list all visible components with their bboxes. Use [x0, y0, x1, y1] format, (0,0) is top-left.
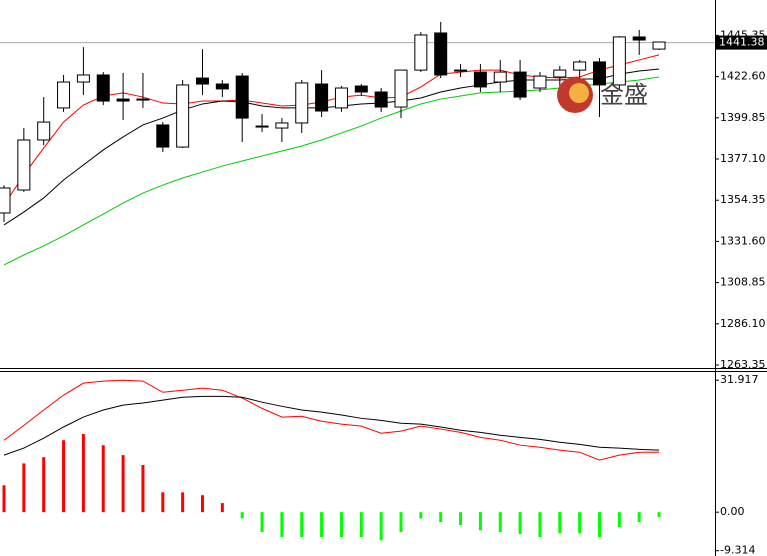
candle-body: [37, 121, 51, 141]
histogram-bar: [280, 512, 284, 537]
histogram-bar: [42, 457, 46, 513]
candle-body: [76, 74, 90, 83]
candle-body: [275, 122, 289, 129]
candle-body: [196, 77, 209, 85]
candle-body: [255, 125, 269, 128]
y-tick-label: 1263.35: [720, 358, 766, 371]
candle-body: [652, 41, 666, 50]
ma-line: [3, 395, 660, 456]
candle-body: [96, 74, 110, 102]
logo: [569, 83, 589, 103]
candle-body: [473, 71, 487, 88]
candle-body: [17, 139, 31, 191]
candle-body: [612, 36, 626, 86]
candle-body: [533, 75, 547, 89]
ma-line: [3, 68, 660, 226]
histogram-bar: [498, 512, 502, 533]
histogram-bar: [459, 512, 463, 525]
histogram-bar: [598, 512, 601, 537]
histogram-bar: [379, 512, 383, 541]
candle-body: [454, 69, 468, 72]
y-tick-label: 1422.60: [720, 70, 766, 83]
histogram-bar: [399, 512, 403, 533]
watermark: 金盛: [557, 77, 648, 113]
histogram-bar: [339, 512, 343, 537]
histogram-bar: [359, 512, 363, 537]
y-tick-label: 31.917: [720, 373, 759, 386]
histogram-bar: [161, 492, 165, 513]
candle-body: [176, 84, 190, 148]
histogram-bar: [538, 512, 542, 537]
y-tick-label: 1377.10: [720, 152, 766, 165]
candle-body: [573, 61, 587, 71]
candle-body: [354, 85, 368, 93]
ma-line: [3, 379, 660, 461]
watermark-text: 金盛: [600, 81, 648, 109]
y-tick-label: 1399.85: [720, 111, 766, 124]
ma-line: [3, 76, 660, 266]
histogram-bar: [518, 512, 522, 535]
candle-body: [434, 32, 448, 76]
price-label-box: [716, 35, 767, 50]
histogram-bar: [478, 512, 482, 531]
histogram-bar: [558, 512, 562, 534]
y-tick-label: 1308.85: [720, 276, 766, 289]
histogram-bar: [617, 512, 621, 528]
candle-body: [374, 91, 388, 108]
histogram-bar: [657, 512, 661, 518]
histogram-bar: [101, 445, 105, 513]
y-tick-label: 1354.35: [720, 193, 766, 206]
histogram-bar: [240, 512, 244, 519]
candle-body: [394, 69, 408, 108]
histogram-bar: [260, 512, 264, 533]
y-tick-label: 1331.60: [720, 234, 766, 247]
candle-body: [334, 87, 348, 109]
histogram-bar: [320, 512, 324, 537]
histogram-bar: [300, 512, 304, 537]
histogram-bar: [22, 463, 26, 513]
candle-body: [315, 83, 329, 112]
histogram-bar: [141, 465, 145, 513]
candle-body: [513, 71, 527, 98]
price-label: 1441.38: [719, 36, 765, 49]
candle-body: [57, 81, 71, 109]
histogram-bar: [637, 512, 641, 523]
candle-body: [553, 69, 567, 78]
histogram-bar: [578, 512, 582, 534]
candle-body: [156, 124, 170, 148]
candle-body: [632, 36, 646, 41]
candle-body: [215, 83, 229, 90]
candle-body: [0, 187, 11, 214]
candle-body: [295, 82, 309, 124]
candle-body: [136, 98, 150, 101]
histogram-bar: [439, 512, 443, 523]
candle-body: [593, 61, 606, 86]
y-tick-label: 0.00: [720, 505, 745, 518]
candle-body: [116, 98, 130, 102]
ma-line: [3, 54, 660, 206]
histogram-bar: [201, 495, 204, 513]
candle-body: [235, 75, 249, 119]
candle-body: [414, 34, 428, 71]
histogram-bar: [81, 434, 85, 513]
candle-body: [493, 71, 507, 83]
histogram-bar: [181, 492, 185, 513]
y-tick-label: 1286.10: [720, 317, 766, 330]
histogram-bar: [121, 455, 125, 513]
histogram-bar: [2, 485, 6, 513]
y-tick-label: -9.314: [720, 544, 755, 556]
histogram-bar: [62, 440, 66, 513]
histogram-bar: [419, 512, 423, 519]
histogram-bar: [220, 503, 224, 513]
